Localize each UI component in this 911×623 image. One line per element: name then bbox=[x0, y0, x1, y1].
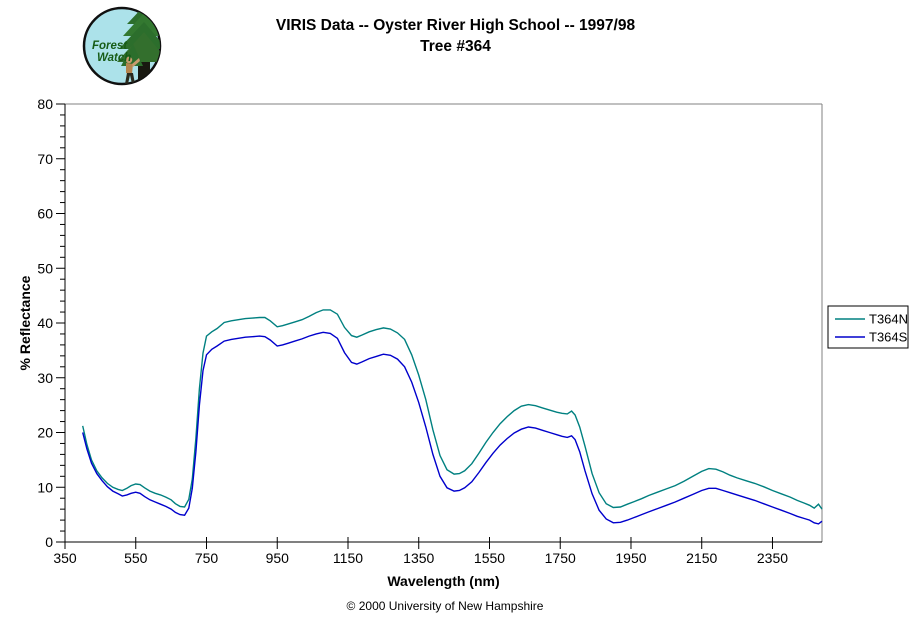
x-tick-label: 1550 bbox=[474, 550, 505, 566]
legend: T364N T364S bbox=[827, 305, 909, 349]
x-tick-label: 750 bbox=[195, 550, 219, 566]
y-tick-label: 50 bbox=[37, 260, 53, 276]
y-tick-label: 40 bbox=[37, 315, 53, 331]
copyright-credit: © 2000 University of New Hampshire bbox=[346, 599, 544, 613]
legend-label: T364N bbox=[869, 312, 908, 327]
chart-title-line2: Tree #364 bbox=[420, 38, 491, 55]
y-tick-label: 20 bbox=[37, 425, 53, 441]
logo-text: Forest Watch bbox=[92, 40, 131, 64]
x-tick-label: 950 bbox=[266, 550, 290, 566]
legend-box bbox=[827, 305, 909, 349]
x-tick-label: 2350 bbox=[757, 550, 788, 566]
x-tick-label: 550 bbox=[124, 550, 148, 566]
x-axis-label: Wavelength (nm) bbox=[387, 573, 499, 589]
y-tick-label: 0 bbox=[45, 534, 53, 550]
chart-title-line1: VIRIS Data -- Oyster River High School -… bbox=[275, 17, 636, 34]
y-tick-label: 30 bbox=[37, 370, 53, 386]
x-tick-label: 350 bbox=[53, 550, 77, 566]
logo-person bbox=[125, 56, 140, 84]
forest-watch-logo: Forest Watch bbox=[82, 6, 162, 86]
legend-label: T364S bbox=[869, 330, 908, 345]
y-tick-label: 70 bbox=[37, 151, 53, 167]
y-tick-label: 60 bbox=[37, 206, 53, 222]
x-tick-label: 1150 bbox=[333, 550, 363, 566]
y-tick-label: 80 bbox=[37, 96, 53, 112]
x-tick-label: 2150 bbox=[686, 550, 717, 566]
legend-entry: T364N bbox=[835, 312, 908, 327]
series-line-t364s bbox=[82, 331, 823, 525]
series-line-t364n bbox=[82, 309, 823, 510]
x-tick-label: 1350 bbox=[403, 550, 434, 566]
y-tick-label: 10 bbox=[37, 479, 53, 495]
chart-title: VIRIS Data -- Oyster River High School -… bbox=[0, 15, 911, 57]
legend-entry: T364S bbox=[835, 330, 908, 345]
y-axis-label: % Reflectance bbox=[17, 275, 33, 370]
x-tick-label: 1950 bbox=[615, 550, 646, 566]
x-tick-label: 1750 bbox=[545, 550, 576, 566]
